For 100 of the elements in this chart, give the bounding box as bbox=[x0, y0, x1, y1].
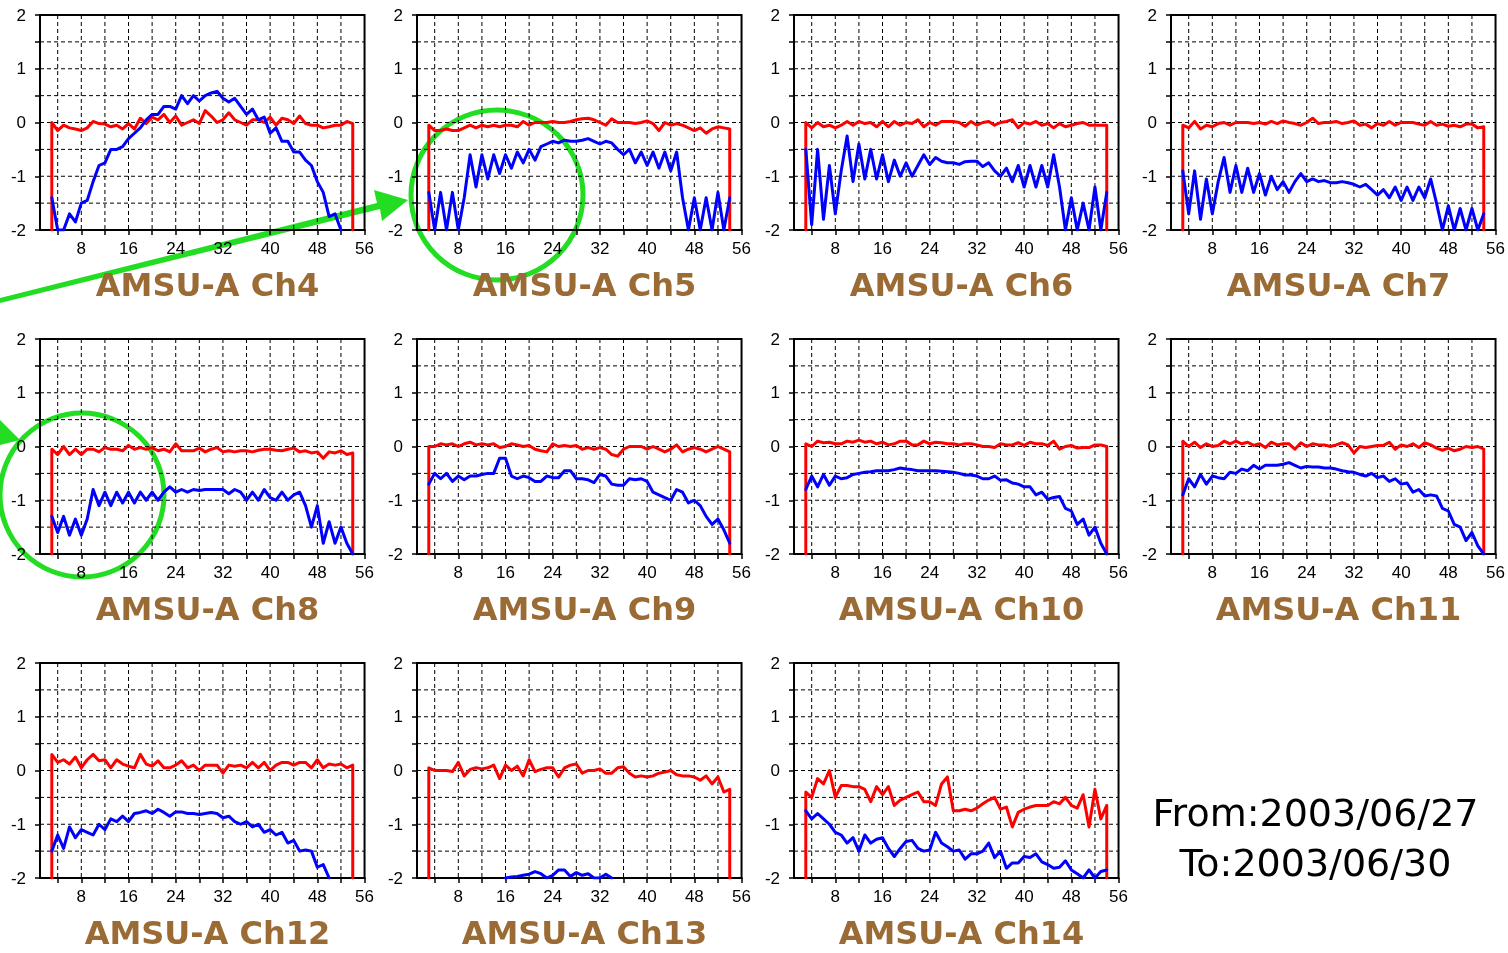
x-tick-label: 32 bbox=[967, 239, 987, 258]
y-tick-label: -1 bbox=[10, 814, 26, 834]
line-series bbox=[50, 89, 343, 232]
text: AMSU-A Ch7 bbox=[1226, 266, 1451, 304]
y-tick-label: -2 bbox=[764, 544, 780, 564]
x-tick-label: 24 bbox=[1297, 563, 1317, 582]
x-tick-label: 40 bbox=[1391, 563, 1411, 582]
y-tick-label: 1 bbox=[393, 383, 403, 403]
x-tick-label: 56 bbox=[355, 563, 375, 582]
y-tick-label: 0 bbox=[393, 113, 403, 132]
line-series bbox=[427, 137, 732, 232]
line-series bbox=[50, 485, 355, 556]
y-tick-label: -2 bbox=[10, 220, 26, 240]
line-series bbox=[50, 442, 355, 556]
x-tick-label: 32 bbox=[967, 563, 987, 582]
x-tick-label: 32 bbox=[590, 239, 610, 258]
x-tick-label: 32 bbox=[1344, 239, 1364, 258]
x-tick-label: 16 bbox=[1250, 239, 1269, 258]
y-tick-label: 2 bbox=[770, 653, 780, 673]
line-series bbox=[50, 752, 355, 880]
y-tick-label: 2 bbox=[1147, 329, 1157, 349]
x-tick-label: 8 bbox=[830, 887, 841, 906]
x-tick-label: 48 bbox=[1438, 239, 1458, 258]
x-tick-label: 32 bbox=[213, 887, 233, 906]
line-series bbox=[1181, 461, 1486, 556]
x-tick-label: 56 bbox=[732, 239, 752, 258]
x-tick-label: 40 bbox=[637, 563, 657, 582]
x-tick-label: 24 bbox=[920, 239, 940, 258]
y-tick-label: 0 bbox=[16, 761, 26, 780]
y-tick-label: 2 bbox=[770, 329, 780, 349]
x-tick-label: 48 bbox=[684, 887, 704, 906]
y-tick-label: -2 bbox=[1141, 544, 1157, 564]
text: AMSU-A Ch8 bbox=[95, 590, 320, 628]
x-tick-label: 32 bbox=[967, 887, 987, 906]
x-tick-label: 48 bbox=[1061, 239, 1081, 258]
x-tick-label: 24 bbox=[543, 887, 563, 906]
text: AMSU-A Ch10 bbox=[838, 590, 1085, 628]
line-series bbox=[50, 109, 355, 232]
x-tick-label: 16 bbox=[496, 239, 515, 258]
line-series bbox=[427, 116, 732, 232]
x-tick-label: 16 bbox=[119, 887, 138, 906]
y-tick-label: -1 bbox=[1141, 490, 1157, 510]
y-tick-label: 1 bbox=[770, 383, 780, 403]
x-tick-label: 48 bbox=[1061, 563, 1081, 582]
y-tick-label: -1 bbox=[10, 490, 26, 510]
x-tick-label: 8 bbox=[76, 887, 87, 906]
x-tick-label: 48 bbox=[684, 239, 704, 258]
y-tick-label: 1 bbox=[16, 383, 26, 403]
x-tick-label: 8 bbox=[76, 239, 87, 258]
y-tick-label: -1 bbox=[764, 490, 780, 510]
y-tick-label: -1 bbox=[387, 814, 403, 834]
y-tick-label: 2 bbox=[393, 653, 403, 673]
x-tick-label: 40 bbox=[1391, 239, 1411, 258]
x-tick-label: 32 bbox=[590, 887, 610, 906]
y-tick-label: 1 bbox=[770, 59, 780, 79]
x-tick-label: 48 bbox=[307, 563, 327, 582]
line-series bbox=[804, 769, 1109, 880]
y-tick-label: 2 bbox=[770, 5, 780, 25]
x-tick-label: 40 bbox=[637, 239, 657, 258]
x-tick-label: 40 bbox=[260, 887, 280, 906]
y-tick-label: 2 bbox=[16, 329, 26, 349]
y-tick-label: 0 bbox=[393, 761, 403, 780]
y-tick-label: -1 bbox=[1141, 166, 1157, 186]
x-tick-label: 56 bbox=[1486, 563, 1506, 582]
y-tick-label: 0 bbox=[1147, 113, 1157, 132]
x-tick-label: 32 bbox=[590, 563, 610, 582]
x-tick-label: 24 bbox=[166, 887, 186, 906]
y-tick-label: 1 bbox=[16, 59, 26, 79]
line-series bbox=[427, 440, 732, 556]
x-tick-label: 16 bbox=[119, 239, 138, 258]
x-tick-label: 24 bbox=[166, 239, 186, 258]
y-tick-label: 2 bbox=[16, 653, 26, 673]
x-tick-label: 56 bbox=[1486, 239, 1506, 258]
x-tick-label: 16 bbox=[1250, 563, 1269, 582]
line-series bbox=[1181, 116, 1486, 232]
y-tick-label: 1 bbox=[1147, 383, 1157, 403]
x-tick-label: 16 bbox=[873, 887, 892, 906]
y-tick-label: -1 bbox=[10, 166, 26, 186]
y-tick-label: 2 bbox=[393, 5, 403, 25]
x-tick-label: 56 bbox=[355, 887, 375, 906]
y-tick-label: -1 bbox=[387, 166, 403, 186]
y-tick-label: -1 bbox=[387, 490, 403, 510]
x-tick-label: 8 bbox=[1207, 239, 1218, 258]
text: AMSU-A Ch14 bbox=[838, 914, 1085, 952]
x-tick-label: 40 bbox=[1014, 239, 1034, 258]
x-tick-label: 56 bbox=[1109, 239, 1129, 258]
y-tick-label: -1 bbox=[764, 814, 780, 834]
x-tick-label: 24 bbox=[1297, 239, 1317, 258]
line-series bbox=[427, 456, 732, 545]
line-series bbox=[1181, 439, 1486, 556]
y-tick-label: 1 bbox=[16, 707, 26, 727]
x-tick-label: 8 bbox=[830, 563, 841, 582]
line-series bbox=[504, 868, 614, 880]
text: AMSU-A Ch4 bbox=[95, 266, 320, 304]
line-series bbox=[804, 809, 1109, 880]
text: AMSU-A Ch9 bbox=[472, 590, 697, 628]
x-tick-label: 24 bbox=[166, 563, 186, 582]
x-tick-label: 8 bbox=[1207, 563, 1218, 582]
x-tick-label: 24 bbox=[543, 239, 563, 258]
x-tick-label: 8 bbox=[453, 563, 464, 582]
